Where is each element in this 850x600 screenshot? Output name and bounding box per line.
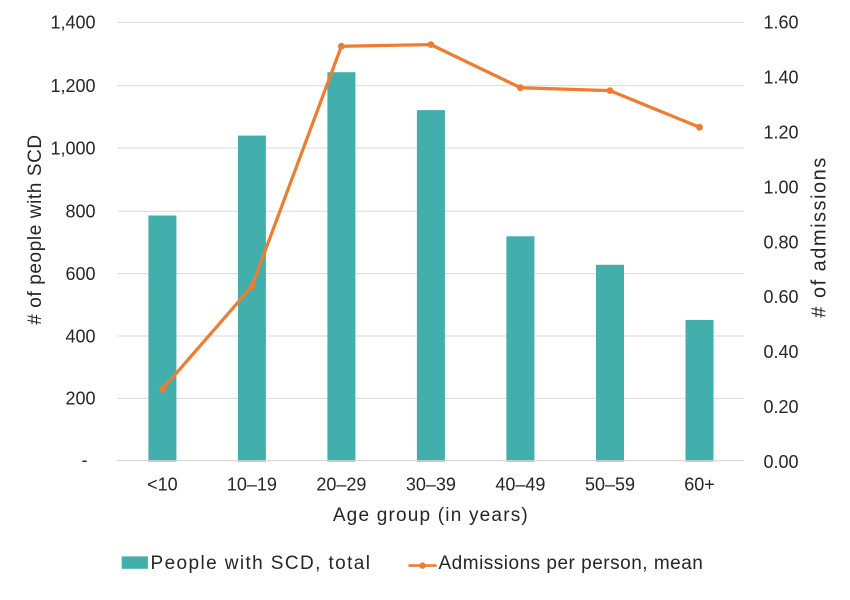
svg-text:-: - bbox=[82, 450, 88, 470]
svg-text:0.60: 0.60 bbox=[764, 287, 799, 307]
svg-text:0.80: 0.80 bbox=[764, 232, 799, 252]
svg-text:<10: <10 bbox=[147, 475, 178, 495]
svg-text:0.20: 0.20 bbox=[764, 397, 799, 417]
svg-text:1,400: 1,400 bbox=[50, 13, 95, 33]
svg-text:Admissions per person, mean: Admissions per person, mean bbox=[439, 553, 704, 574]
svg-text:0.40: 0.40 bbox=[764, 342, 799, 362]
svg-text:10–19: 10–19 bbox=[227, 475, 277, 495]
svg-text:# of people with SCD: # of people with SCD bbox=[25, 134, 46, 325]
svg-text:200: 200 bbox=[65, 389, 95, 409]
svg-text:1.20: 1.20 bbox=[764, 123, 799, 143]
svg-text:1.40: 1.40 bbox=[764, 68, 799, 88]
svg-text:0.00: 0.00 bbox=[764, 452, 799, 472]
svg-text:400: 400 bbox=[65, 326, 95, 346]
svg-text:600: 600 bbox=[65, 264, 95, 284]
svg-text:1.60: 1.60 bbox=[764, 13, 799, 33]
svg-text:40–49: 40–49 bbox=[495, 475, 545, 495]
svg-text:20–29: 20–29 bbox=[316, 475, 366, 495]
svg-text:1,200: 1,200 bbox=[50, 76, 95, 96]
svg-text:People with SCD, total: People with SCD, total bbox=[151, 553, 372, 574]
svg-text:800: 800 bbox=[65, 202, 95, 222]
svg-text:1.00: 1.00 bbox=[764, 177, 799, 197]
svg-text:1,000: 1,000 bbox=[50, 138, 95, 158]
svg-text:50–59: 50–59 bbox=[585, 475, 635, 495]
svg-text:# of admissions: # of admissions bbox=[809, 156, 831, 317]
svg-text:30–39: 30–39 bbox=[406, 475, 456, 495]
svg-text:Age group (in years): Age group (in years) bbox=[333, 505, 529, 526]
svg-text:60+: 60+ bbox=[684, 475, 715, 495]
